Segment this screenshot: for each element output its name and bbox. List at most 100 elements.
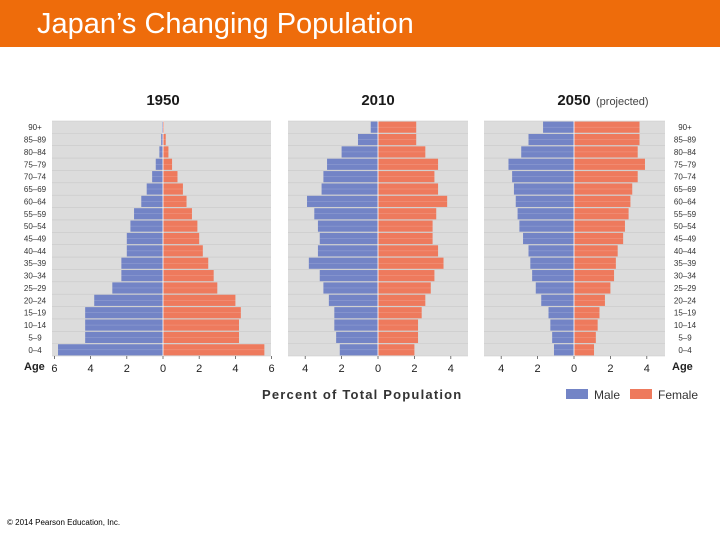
bar-male-2050-18 (543, 121, 574, 133)
title-bar (0, 0, 720, 47)
bar-female-2050-9 (574, 232, 624, 245)
bar-female-1950-9 (163, 232, 200, 245)
bar-male-1950-10 (130, 220, 163, 232)
panel-title-1950: 1950 (146, 92, 179, 109)
bar-female-2010-15 (378, 158, 439, 170)
bar-female-1950-6 (163, 270, 214, 282)
age-label-right-13: 65–69 (674, 185, 697, 194)
bar-male-2050-0 (553, 344, 574, 356)
bar-female-1950-2 (163, 319, 240, 331)
bar-female-1950-5 (163, 282, 218, 294)
x-tick-label-1950-4: 2 (196, 363, 202, 375)
bar-male-2050-16 (521, 146, 574, 158)
bar-female-1950-15 (163, 158, 173, 170)
age-label-right-0: 0–4 (678, 346, 692, 355)
bar-male-2010-14 (323, 171, 378, 183)
x-tick-label-1950-3: 0 (160, 363, 166, 375)
bar-male-2050-11 (517, 208, 574, 220)
x-tick-label-2050-2: 0 (571, 363, 577, 375)
bar-female-2010-14 (378, 171, 435, 183)
bar-female-2010-18 (378, 121, 417, 133)
bar-male-2050-9 (523, 232, 574, 245)
bar-male-2010-5 (323, 282, 378, 294)
age-label-right-11: 55–59 (674, 210, 697, 219)
bar-male-1950-12 (141, 195, 163, 207)
x-tick-label-2050-3: 2 (607, 363, 613, 375)
bar-male-2010-18 (370, 121, 378, 133)
bar-male-1950-13 (146, 183, 163, 195)
bar-female-2050-16 (574, 146, 638, 158)
bar-male-1950-4 (94, 294, 163, 306)
y-axis-label-right: Age (672, 361, 693, 373)
bar-female-2050-13 (574, 183, 633, 195)
bar-female-1950-14 (163, 171, 178, 183)
bar-male-1950-7 (121, 257, 163, 269)
bar-female-2010-12 (378, 195, 448, 207)
age-label-right-9: 45–49 (674, 235, 697, 244)
x-axis-label: Percent of Total Population (262, 387, 462, 402)
legend-label-male: Male (594, 388, 620, 402)
bar-male-2050-13 (513, 183, 574, 195)
bar-female-2050-1 (574, 331, 596, 344)
bar-female-2010-17 (378, 133, 417, 146)
age-label-right-1: 5–9 (678, 333, 692, 342)
age-label-left-11: 55–59 (24, 210, 47, 219)
bar-male-2050-6 (532, 270, 574, 282)
bar-male-2010-0 (339, 344, 378, 356)
age-label-left-2: 10–14 (24, 321, 47, 330)
bar-female-1950-17 (163, 133, 166, 146)
bar-male-2050-15 (508, 158, 574, 170)
age-label-left-4: 20–24 (24, 296, 47, 305)
x-tick-label-2010-1: 2 (339, 363, 345, 375)
bar-male-2050-5 (535, 282, 574, 294)
age-label-right-8: 40–44 (674, 247, 697, 256)
bar-female-2010-3 (378, 307, 422, 319)
age-label-right-3: 15–19 (674, 309, 697, 318)
age-label-left-3: 15–19 (24, 309, 47, 318)
age-label-left-10: 50–54 (24, 222, 47, 231)
bar-male-1950-14 (152, 171, 163, 183)
bar-male-2050-7 (530, 257, 574, 269)
bar-female-2010-2 (378, 319, 419, 331)
bar-male-2010-13 (321, 183, 378, 195)
bar-male-2010-16 (341, 146, 378, 158)
bar-male-2010-8 (317, 245, 378, 257)
x-tick-label-1950-0: 6 (51, 363, 57, 375)
bar-male-2010-2 (334, 319, 378, 331)
bar-male-2050-4 (541, 294, 574, 306)
bar-female-2010-0 (378, 344, 415, 356)
x-tick-label-2010-2: 0 (375, 363, 381, 375)
x-tick-label-2010-0: 4 (302, 363, 308, 375)
age-label-left-18: 90+ (28, 123, 42, 132)
bar-female-2010-4 (378, 294, 426, 306)
bar-female-1950-3 (163, 307, 241, 319)
bar-female-2010-10 (378, 220, 433, 232)
age-label-left-0: 0–4 (28, 346, 42, 355)
age-label-right-5: 25–29 (674, 284, 697, 293)
bar-male-1950-1 (85, 331, 163, 344)
panel-title-2050: 2050 (557, 92, 590, 109)
bar-female-1950-12 (163, 195, 187, 207)
bar-female-2050-14 (574, 171, 638, 183)
panel-title-2010: 2010 (361, 92, 394, 109)
age-label-left-15: 75–79 (24, 160, 47, 169)
bar-female-1950-16 (163, 146, 169, 158)
bar-male-1950-3 (85, 307, 163, 319)
bar-female-2010-7 (378, 257, 444, 269)
bar-female-2050-6 (574, 270, 615, 282)
bar-female-2050-15 (574, 158, 645, 170)
legend-swatch-female (630, 389, 652, 399)
bar-male-1950-18 (162, 121, 163, 133)
bar-male-1950-8 (126, 245, 163, 257)
bar-female-2050-5 (574, 282, 611, 294)
bar-female-2050-3 (574, 307, 600, 319)
bar-male-1950-17 (161, 133, 163, 146)
x-tick-label-2050-4: 4 (644, 363, 650, 375)
bar-female-2010-8 (378, 245, 439, 257)
bar-male-2010-11 (314, 208, 378, 220)
bar-female-2050-2 (574, 319, 598, 331)
bar-female-2050-11 (574, 208, 629, 220)
age-label-right-15: 75–79 (674, 160, 697, 169)
bar-female-2010-9 (378, 232, 433, 245)
